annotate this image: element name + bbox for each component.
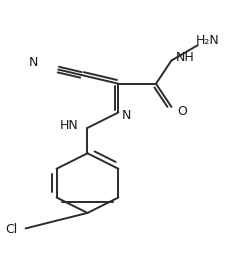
- Text: O: O: [176, 105, 186, 118]
- Text: HN: HN: [60, 119, 78, 132]
- Text: NH: NH: [175, 51, 194, 64]
- Text: H₂N: H₂N: [195, 34, 219, 47]
- Text: N: N: [121, 109, 131, 122]
- Text: N: N: [28, 56, 38, 69]
- Text: Cl: Cl: [6, 223, 18, 236]
